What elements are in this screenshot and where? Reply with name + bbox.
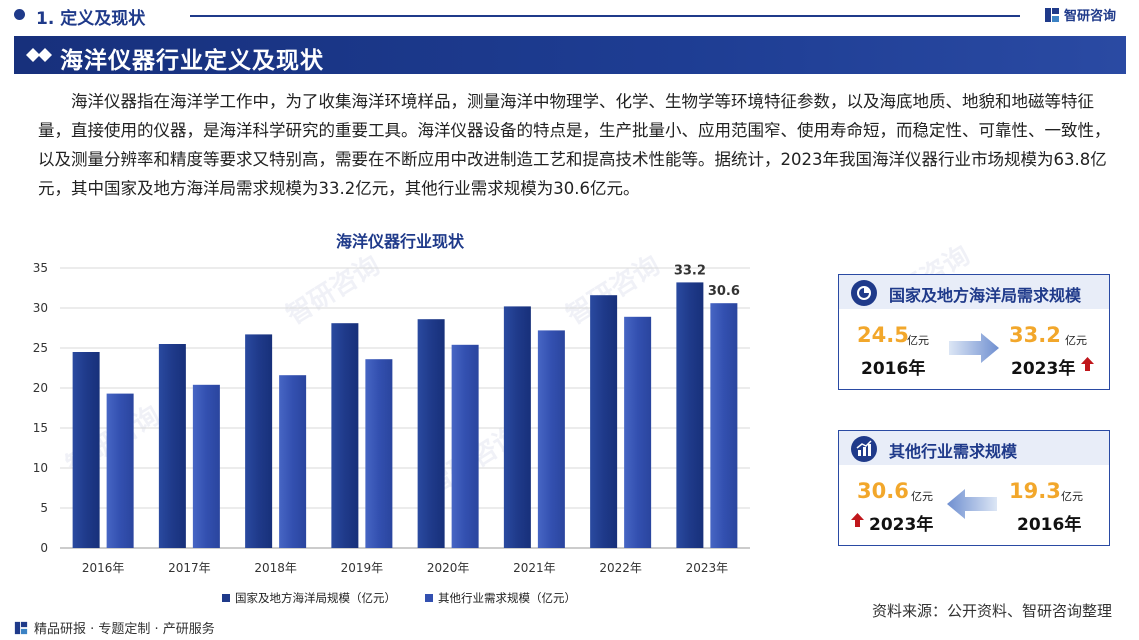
chart-title: 海洋仪器行业现状 [335,232,464,251]
legend-item-series-2: 其他行业需求规模（亿元） [425,590,576,606]
stat-unit: 亿元 [911,490,933,503]
bar [72,352,100,548]
bar [676,282,704,548]
brand-icon [1045,7,1059,22]
data-label: 33.2 [674,263,706,278]
section-dot-icon [14,9,25,20]
card-title: 其他行业需求规模 [889,442,1018,461]
bar [537,330,565,548]
stat-value-right: 19.3 [1009,479,1061,503]
y-tick-label: 5 [40,501,48,515]
arrow-right-icon [949,333,999,363]
section-label: 1. 定义及现状 [36,9,146,29]
stat-card-national: 国家及地方海洋局需求规模 24.5 亿元 2016年 33.2 亿元 2023年 [838,274,1110,390]
y-tick-label: 15 [33,421,48,435]
legend-label: 其他行业需求规模（亿元） [438,591,576,605]
legend-item-series-1: 国家及地方海洋局规模（亿元） [222,590,396,606]
bar-chart: 0 5 10 15 20 25 30 35 2016年 2017年 2018年 2019年 2020年 2… [33,261,750,575]
stat-value-left: 30.6 [857,479,909,503]
stat-year-from: 2016年 [861,359,926,379]
top-bar: 1. 定义及现状 智研咨询 [0,0,1139,30]
brand-icon [14,621,28,634]
stat-value-to: 33.2 [1009,323,1061,347]
header-divider [190,15,1020,17]
x-tick-label: 2016年 [82,561,125,575]
bar [451,344,479,548]
source-note: 资料来源：公开资料、智研咨询整理 [872,602,1113,620]
stat-unit: 亿元 [1065,334,1087,347]
x-tick-label: 2017年 [168,561,211,575]
stat-year-right: 2016年 [1017,515,1082,535]
card-header: 国家及地方海洋局需求规模 [839,275,1109,309]
y-tick-label: 10 [33,461,48,475]
brand-logo: 智研咨询 [1044,5,1116,24]
footer: 精品研报 · 专题定制 · 产研服务 [14,618,215,637]
x-tick-label: 2020年 [427,561,470,575]
bar [624,316,652,548]
y-tick-label: 20 [33,381,48,395]
x-tick-label: 2018年 [254,561,297,575]
footer-tagline: 精品研报 · 专题定制 · 产研服务 [34,622,215,637]
page-title: 海洋仪器行业定义及现状 [60,48,324,74]
title-banner: 海洋仪器行业定义及现状 [14,36,1126,74]
stat-year-to: 2023年 [1011,359,1076,379]
chart-pie-icon [851,280,877,306]
x-tick-label: 2023年 [686,561,729,575]
up-arrow-icon [1081,357,1094,371]
bar [279,375,307,548]
legend-swatch [425,594,433,602]
stat-value-from: 24.5 [857,323,909,347]
x-tick-label: 2021年 [513,561,556,575]
bar [106,393,134,548]
card-title: 国家及地方海洋局需求规模 [889,286,1082,305]
y-tick-label: 0 [40,541,48,555]
legend-swatch [222,594,230,602]
stat-unit: 亿元 [1061,490,1083,503]
intro-paragraph: 海洋仪器指在海洋学工作中，为了收集海洋环境样品，测量海洋中物理学、化学、生物学等… [38,92,1111,198]
y-tick-label: 30 [33,301,48,315]
arrow-left-icon [947,489,997,519]
bar [417,319,445,548]
diamond-icon [38,48,52,62]
bar [503,306,531,548]
x-tick-label: 2022年 [599,561,642,575]
up-arrow-icon [851,513,864,527]
stat-unit: 亿元 [907,334,929,347]
y-tick-label: 35 [33,261,48,275]
bar [710,303,738,548]
bar [365,359,393,548]
legend-label: 国家及地方海洋局规模（亿元） [235,591,396,605]
bar [590,295,618,548]
bar [192,384,220,548]
stat-year-left: 2023年 [869,515,934,535]
brand-name: 智研咨询 [1064,9,1117,24]
stat-card-other: 其他行业需求规模 30.6 亿元 2023年 19.3 亿元 2016年 [838,430,1110,546]
bar [331,323,359,548]
bar [245,334,273,548]
y-tick-label: 25 [33,341,48,355]
card-header: 其他行业需求规模 [839,431,1109,465]
diamond-icon [26,48,40,62]
data-label: 30.6 [708,284,740,299]
x-tick-label: 2019年 [341,561,384,575]
bar [158,344,186,548]
bar-chart-icon [851,436,877,462]
